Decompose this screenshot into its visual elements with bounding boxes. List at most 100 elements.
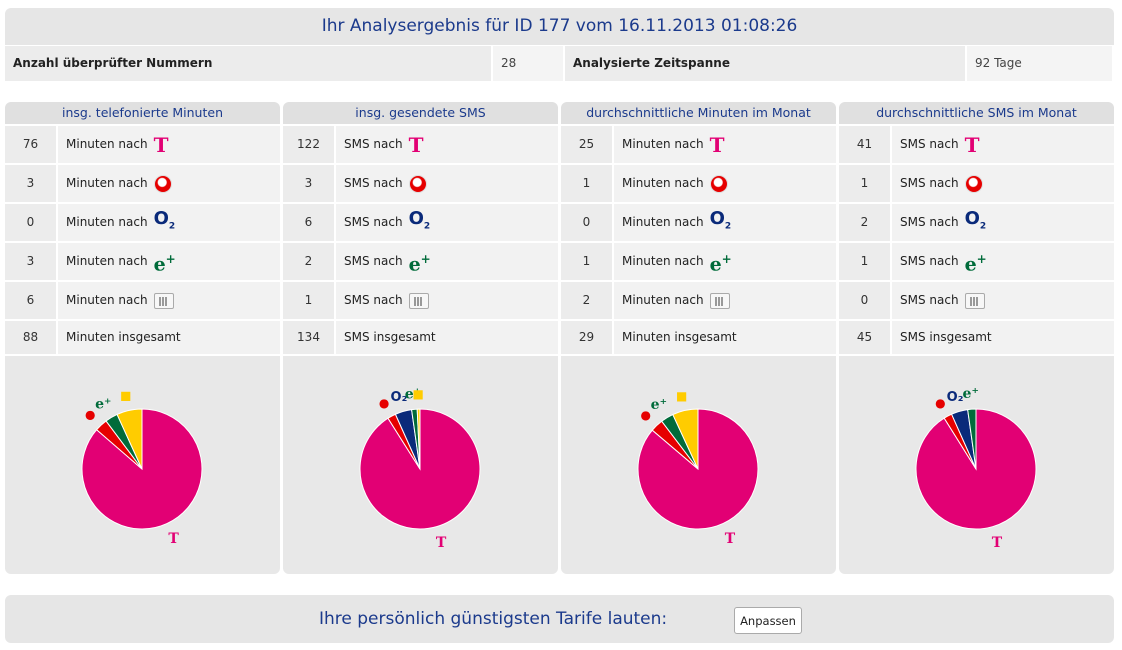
pie-chart: T ● e⁺ ■ [561,354,836,570]
row-text: SMS nach e+ [336,243,558,280]
value-vodafone: 1 [561,165,614,202]
adjust-button[interactable]: Anpassen [734,607,802,634]
row-text: Minuten nach T [58,126,280,163]
row-text: SMS nach [336,282,558,319]
vodafone-icon: ● [85,407,95,421]
total-label: SMS insgesamt [892,321,1114,354]
row-text: SMS nach T [336,126,558,163]
vodafone-icon [964,174,983,193]
stats-panel: insg. telefonierte Minuten 76 Minuten nach… [5,102,280,574]
vodafone-icon [408,174,427,193]
checked-numbers-label: Anzahl überprüfter Nummern [13,56,213,70]
row-label: Minuten nach [622,137,704,151]
row-vodafone: 3 SMS nach [283,163,558,202]
value-o2: 6 [283,204,336,241]
telekom-icon: T [725,531,736,547]
row-total: 45 SMS insgesamt [839,319,1114,354]
row-text: Minuten nach e+ [614,243,836,280]
total-label: SMS insgesamt [336,321,558,354]
row-label: SMS nach [900,293,959,307]
row-text: Minuten nach e+ [58,243,280,280]
row-text: SMS nach e+ [892,243,1114,280]
row-text: SMS nach [892,165,1114,202]
total-value: 45 [839,321,892,354]
row-other: 2 Minuten nach [561,280,836,319]
row-eplus: 3 Minuten nach e+ [5,241,280,280]
row-label: SMS nach [344,293,403,307]
other-network-icon [964,292,985,309]
o2-icon: O2 [153,207,176,232]
row-eplus: 1 Minuten nach e+ [561,241,836,280]
row-label: Minuten nach [622,254,704,268]
row-o2: 0 Minuten nach O2 [561,202,836,241]
telekom-icon: T [992,535,1003,551]
other-network-icon: ■ [120,389,131,403]
row-text: Minuten nach O2 [58,204,280,241]
row-label: SMS nach [344,215,403,229]
row-other: 0 SMS nach [839,280,1114,319]
row-label: Minuten nach [66,293,148,307]
telekom-icon: T [436,535,447,551]
row-text: SMS nach [336,165,558,202]
eplus-icon: e+ [153,251,176,276]
total-label: Minuten insgesamt [614,321,836,354]
row-text: Minuten nach O2 [614,204,836,241]
total-value: 29 [561,321,614,354]
period-label: Analysierte Zeitspanne [573,56,730,70]
row-telekom: 122 SMS nach T [283,124,558,163]
row-text: Minuten nach [614,165,836,202]
row-label: Minuten nach [66,254,148,268]
telekom-icon: T [964,132,980,157]
row-label: Minuten nach [622,293,704,307]
row-o2: 0 Minuten nach O2 [5,202,280,241]
total-value: 134 [283,321,336,354]
eplus-icon: e+ [709,251,732,276]
panel-title: durchschnittliche Minuten im Monat [561,102,836,124]
vodafone-icon: ● [935,396,945,410]
value-other: 6 [5,282,58,319]
value-vodafone: 3 [283,165,336,202]
value-telekom: 122 [283,126,336,163]
row-text: Minuten nach [614,282,836,319]
total-value: 88 [5,321,58,354]
checked-numbers-value: 28 [491,46,565,81]
eplus-icon: e⁺ [95,397,111,413]
value-telekom: 25 [561,126,614,163]
row-total: 88 Minuten insgesamt [5,319,280,354]
o2-icon: O2 [964,207,987,232]
row-label: SMS nach [900,254,959,268]
vodafone-icon: ● [379,396,389,410]
row-o2: 2 SMS nach O2 [839,202,1114,241]
row-label: SMS nach [900,176,959,190]
pie-chart: T ● O₂ e⁺ [839,354,1114,570]
panel-title: insg. telefonierte Minuten [5,102,280,124]
row-other: 1 SMS nach [283,280,558,319]
o2-icon: O2 [408,207,431,232]
telekom-icon: T [153,132,169,157]
value-eplus: 3 [5,243,58,280]
other-network-icon: ■ [676,389,687,403]
row-telekom: 76 Minuten nach T [5,124,280,163]
value-o2: 0 [561,204,614,241]
row-vodafone: 1 SMS nach [839,163,1114,202]
row-telekom: 41 SMS nach T [839,124,1114,163]
row-other: 6 Minuten nach [5,280,280,319]
row-label: Minuten nach [622,176,704,190]
other-network-icon [153,292,174,309]
row-eplus: 2 SMS nach e+ [283,241,558,280]
row-label: SMS nach [344,176,403,190]
telekom-icon: T [408,132,424,157]
row-label: Minuten nach [622,215,704,229]
pie-slice-eplus [967,408,977,470]
vodafone-icon: ● [640,408,650,422]
stats-panel: insg. gesendete SMS 122 SMS nach T 3 SMS nach… [283,102,558,574]
value-vodafone: 3 [5,165,58,202]
row-eplus: 1 SMS nach e+ [839,241,1114,280]
o2-icon: O2 [709,207,732,232]
period-value: 92 Tage [965,46,1114,81]
value-telekom: 41 [839,126,892,163]
row-label: SMS nach [900,137,959,151]
eplus-icon: e⁺ [651,397,667,413]
other-network-icon [709,292,730,309]
eplus-icon: e⁺ [405,386,421,402]
